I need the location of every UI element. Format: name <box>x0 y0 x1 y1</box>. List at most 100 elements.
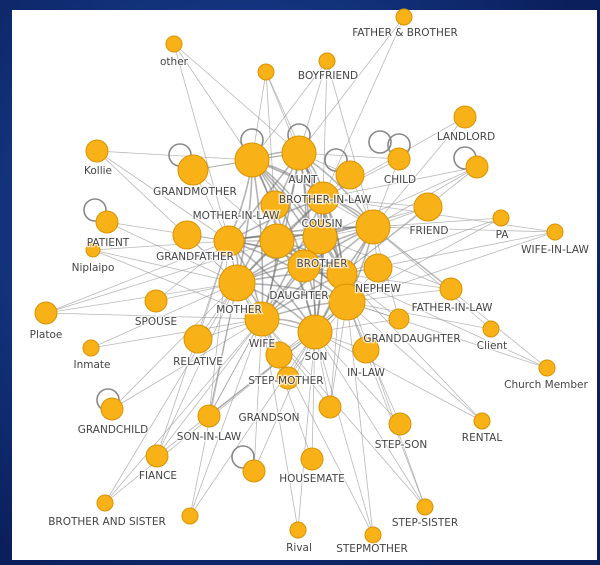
edge <box>346 231 556 303</box>
node-label: FATHER-IN-LAW <box>412 302 493 314</box>
edge <box>311 331 316 460</box>
node <box>289 521 307 539</box>
node <box>100 397 124 421</box>
node <box>34 301 58 325</box>
edge <box>96 150 253 161</box>
edge <box>173 43 300 154</box>
node-label: GRANDSON <box>239 412 300 424</box>
node-label: SPOUSE <box>135 316 177 328</box>
node-label: NEPHEW <box>355 283 401 295</box>
node-label: Inmate <box>74 359 111 371</box>
edge <box>45 282 238 314</box>
node <box>257 63 275 81</box>
node <box>465 155 489 179</box>
node-label: FATHER & BROTHER <box>352 27 458 39</box>
edge <box>104 318 263 504</box>
node <box>335 160 365 190</box>
node <box>259 223 295 259</box>
node <box>145 444 169 468</box>
edge <box>322 60 328 199</box>
node-label: Client <box>477 340 507 352</box>
node <box>218 264 256 302</box>
node <box>281 135 317 171</box>
node <box>144 289 168 313</box>
node-label: Rival <box>286 542 312 554</box>
node-label: MOTHER <box>216 304 262 316</box>
edge <box>156 282 238 457</box>
node-label: PATIENT <box>87 237 130 249</box>
node-label: GRANDMOTHER <box>153 186 237 198</box>
edge <box>346 301 374 536</box>
node <box>96 494 114 512</box>
node <box>306 181 340 215</box>
node-label: BOYFRIEND <box>298 70 358 82</box>
node <box>300 447 324 471</box>
node <box>546 223 564 241</box>
node <box>85 242 101 258</box>
node <box>352 336 380 364</box>
node-label: STEP-SON <box>375 439 427 451</box>
node-label: RELATIVE <box>173 356 223 368</box>
node <box>82 339 100 357</box>
node <box>482 320 500 338</box>
node <box>318 395 342 419</box>
node-label: COUSIN <box>302 218 343 230</box>
node <box>287 249 321 283</box>
edge <box>372 226 556 233</box>
node-label: LANDLORD <box>437 131 495 143</box>
edge <box>326 60 374 228</box>
node <box>197 404 221 428</box>
edge <box>346 301 426 508</box>
node <box>213 225 245 257</box>
edge <box>297 331 316 531</box>
edge <box>155 240 230 302</box>
edge <box>314 331 426 508</box>
node-label: GRANDFATHER <box>156 251 234 263</box>
edge <box>346 301 548 369</box>
panel <box>12 10 597 560</box>
node-label: BROTHER-IN-LAW <box>279 194 372 206</box>
edge <box>111 318 263 410</box>
edge <box>156 318 263 457</box>
node <box>181 507 199 525</box>
edge <box>322 166 478 199</box>
node <box>85 139 109 163</box>
self-loop <box>368 130 392 154</box>
node-label: AUNT <box>288 174 318 186</box>
node <box>328 283 366 321</box>
edge <box>314 331 401 425</box>
node-label: Kollie <box>84 165 112 177</box>
edge <box>92 240 230 251</box>
node-label: BROTHER <box>296 258 347 270</box>
edge <box>341 273 483 422</box>
edge <box>314 331 374 536</box>
self-loop <box>324 148 348 172</box>
edge <box>173 43 230 242</box>
node-label: HOUSEMATE <box>279 473 345 485</box>
node-label: STEP-MOTHER <box>248 375 323 387</box>
edge <box>372 226 492 330</box>
node-label: other <box>160 56 189 68</box>
edge <box>341 273 452 290</box>
node <box>244 301 280 337</box>
edge <box>173 43 253 161</box>
node-label: GRANDCHILD <box>78 424 148 436</box>
edge <box>346 301 492 330</box>
edge <box>106 221 238 284</box>
nodes <box>34 8 564 544</box>
node <box>355 209 391 245</box>
node-label: CHILD <box>384 174 416 186</box>
node-label: WIFE <box>249 338 275 350</box>
node <box>318 52 336 70</box>
node <box>413 192 443 222</box>
node-label: STEPMOTHER <box>336 543 408 555</box>
edge <box>208 318 263 417</box>
node <box>416 498 434 516</box>
edge <box>265 71 324 199</box>
edge <box>111 282 238 410</box>
node-label: GRANDDAUGHTER <box>363 333 460 345</box>
edge <box>90 318 263 349</box>
node-label: FIANCE <box>139 470 177 482</box>
